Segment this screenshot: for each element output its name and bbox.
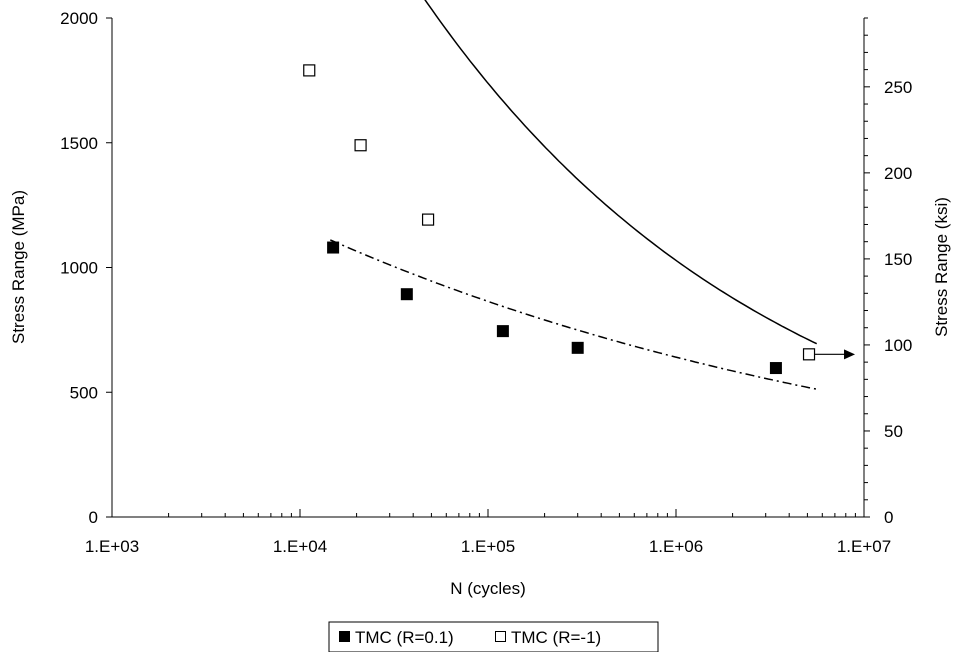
- y-tick-label: 0: [89, 508, 98, 527]
- fit-lines: [329, 0, 818, 390]
- marker-r01: [400, 288, 413, 301]
- x-tick-label: 1.E+04: [273, 537, 327, 556]
- runout-arrow-head: [844, 349, 856, 360]
- marker-rm1: [421, 213, 435, 226]
- y2-tick-label: 0: [884, 508, 893, 527]
- legend-marker-rm1: [495, 631, 506, 642]
- fit-curve-series-0: [329, 239, 817, 390]
- y-tick-label: 2000: [60, 9, 98, 28]
- legend-label-r01: TMC (R=0.1): [355, 628, 454, 647]
- marker-rm1: [354, 139, 367, 152]
- y-tick-label: 500: [70, 383, 98, 402]
- x-tick-label: 1.E+05: [461, 537, 515, 556]
- x-tick-label: 1.E+07: [837, 537, 891, 556]
- x-axis-title: N (cycles): [450, 579, 526, 598]
- fit-curve-series-1: [424, 0, 818, 345]
- marker-r01: [496, 325, 509, 338]
- plot-frame: [111, 18, 865, 518]
- x-tick-label: 1.E+06: [649, 537, 703, 556]
- y-axis-title: Stress Range (MPa): [9, 190, 28, 344]
- y-tick-label: 1500: [60, 134, 98, 153]
- legend-marker-r01: [339, 631, 350, 642]
- x-tick-label: 1.E+03: [85, 537, 139, 556]
- y2-tick-label: 100: [884, 336, 912, 355]
- legend-label-rm1: TMC (R=-1): [511, 628, 601, 647]
- marker-rm1: [802, 348, 816, 361]
- y2-tick-label: 250: [884, 78, 912, 97]
- legend-box: [328, 621, 659, 652]
- y2-axis-title: Stress Range (ksi): [932, 197, 951, 337]
- marker-rm1: [303, 64, 316, 77]
- y-tick-label: 1000: [60, 259, 98, 278]
- y-axis-left: 0 500 1000 1500 2000: [60, 9, 112, 527]
- marker-r01: [769, 362, 782, 375]
- y-axis-right: 0 50 100 150 200 250: [864, 17, 912, 527]
- marker-r01: [571, 341, 584, 354]
- x-axis: 1.E+03 1.E+04 1.E+05 1.E+06 1.E+07: [85, 509, 891, 556]
- y2-tick-label: 50: [884, 422, 903, 441]
- legend: TMC (R=0.1) TMC (R=-1): [328, 621, 659, 652]
- marker-r01: [327, 241, 340, 254]
- data-markers: [303, 64, 856, 375]
- y2-tick-label: 150: [884, 250, 912, 269]
- y2-tick-label: 200: [884, 164, 912, 183]
